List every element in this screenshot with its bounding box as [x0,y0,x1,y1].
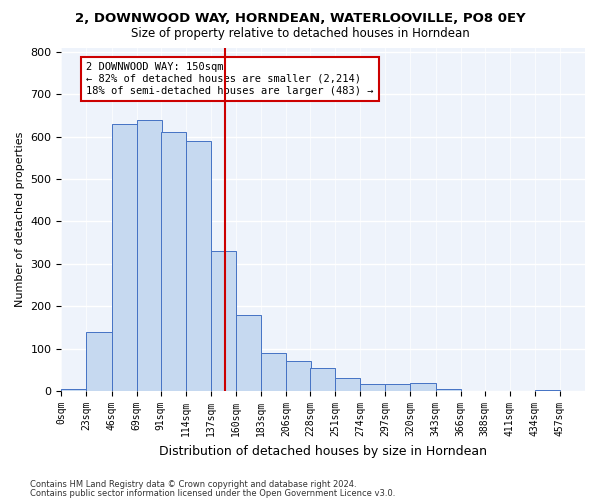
Bar [112,124,137,391]
Bar [385,384,410,391]
Text: Size of property relative to detached houses in Horndean: Size of property relative to detached ho… [131,28,469,40]
Bar [236,315,261,391]
Text: Contains HM Land Registry data © Crown copyright and database right 2024.: Contains HM Land Registry data © Crown c… [30,480,356,489]
Y-axis label: Number of detached properties: Number of detached properties [15,132,25,307]
Bar [161,132,186,391]
Bar [310,368,335,391]
Text: 2 DOWNWOOD WAY: 150sqm
← 82% of detached houses are smaller (2,214)
18% of semi-: 2 DOWNWOOD WAY: 150sqm ← 82% of detached… [86,62,374,96]
Bar [286,362,311,391]
Bar [360,384,385,391]
Bar [335,378,360,391]
Bar [410,382,436,391]
Bar [61,389,86,391]
Bar [86,332,112,391]
Bar [137,120,162,391]
Bar [436,389,461,391]
Text: 2, DOWNWOOD WAY, HORNDEAN, WATERLOOVILLE, PO8 0EY: 2, DOWNWOOD WAY, HORNDEAN, WATERLOOVILLE… [74,12,526,26]
Bar [186,141,211,391]
Bar [261,353,286,391]
Bar [535,390,560,391]
Text: Contains public sector information licensed under the Open Government Licence v3: Contains public sector information licen… [30,488,395,498]
Bar [211,251,236,391]
X-axis label: Distribution of detached houses by size in Horndean: Distribution of detached houses by size … [159,444,487,458]
